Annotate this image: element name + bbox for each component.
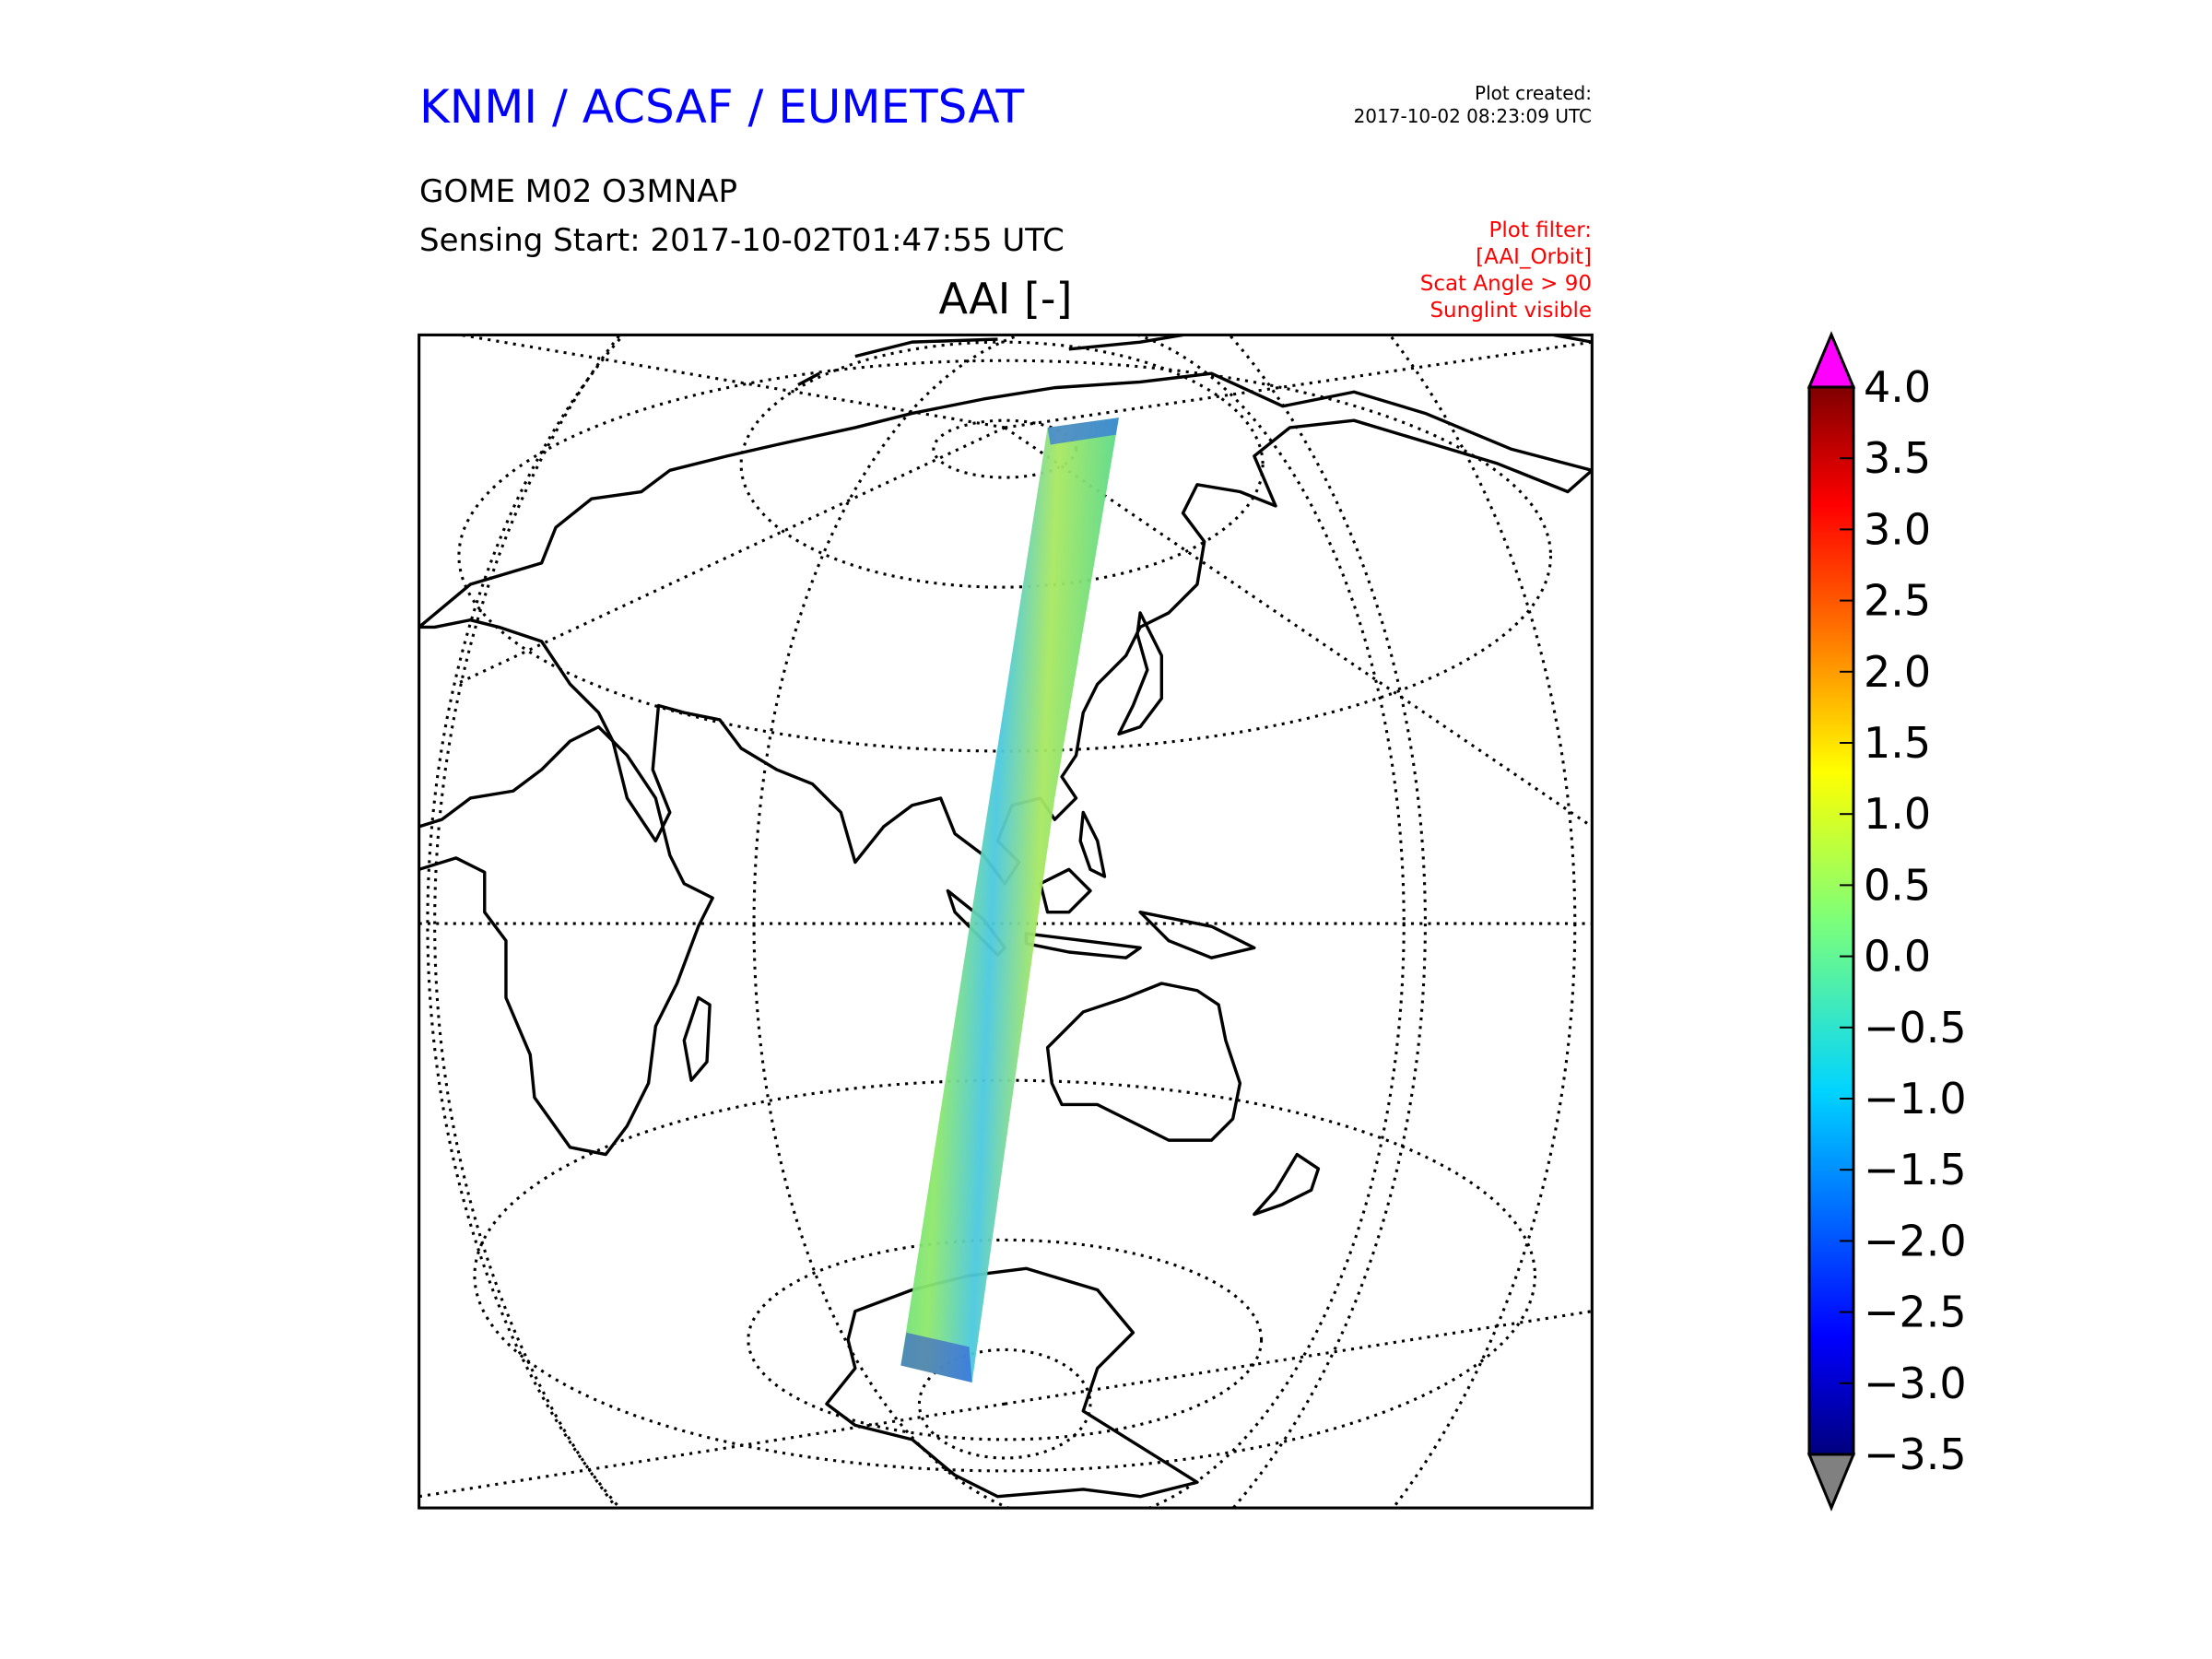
colorbar-tick-label: 1.0 [1864, 789, 1931, 839]
coastline-arctic [797, 335, 1593, 387]
colorbar: 4.0 3.5 3.0 2.5 2.0 1.5 1.0 0.5 0.0 −0.5 −1.0 −1.5 −… [1806, 331, 1967, 1512]
filter-line: [AAI_Orbit] [1476, 245, 1592, 269]
coastline-japan [1117, 611, 1164, 736]
colorbar-tick-label: −1.0 [1864, 1074, 1967, 1124]
plot-created-time: 2017-10-02 08:23:09 UTC [1354, 105, 1592, 127]
filter-line: Sunglint visible [1430, 299, 1592, 323]
coastlines [418, 335, 1593, 1499]
sensing-start: Sensing Start: 2017-10-02T01:47:55 UTC [419, 222, 1065, 259]
filter-line: Scat Angle > 90 [1420, 272, 1592, 296]
organisation-title: KNMI / ACSAF / EUMETSAT [419, 80, 1025, 134]
colorbar-tick-label: −1.5 [1864, 1145, 1967, 1194]
plot-created-label: Plot created: [1475, 82, 1592, 104]
colorbar-tick-label: −0.5 [1864, 1003, 1967, 1053]
colorbar-tick-label: 2.0 [1864, 647, 1931, 697]
colorbar-tick-label: 3.5 [1864, 433, 1931, 483]
colorbar-ticks: 4.0 3.5 3.0 2.5 2.0 1.5 1.0 0.5 0.0 −0.5 −1.0 −1.5 −… [1840, 362, 1967, 1479]
coastline-africa [418, 724, 714, 1157]
coastline-new-zealand [1253, 1152, 1321, 1217]
colorbar-tick-label: 4.0 [1864, 362, 1931, 412]
satellite-swath [900, 418, 1119, 1383]
map-frame [418, 333, 1594, 1510]
coastline-antarctica [825, 1266, 1199, 1499]
colorbar-tick-label: −2.0 [1864, 1216, 1967, 1265]
filter-line: Plot filter: [1488, 218, 1592, 242]
colorbar-tick-label: −3.5 [1864, 1430, 1967, 1479]
coastline-eurasia [418, 371, 1593, 886]
colorbar-over-triangle [1806, 331, 1856, 389]
colorbar-gradient [1807, 385, 1855, 1456]
map-area [418, 335, 1593, 1509]
graticule [418, 335, 1593, 1509]
plot-filter: Plot filter: [AAI_Orbit] Scat Angle > 90… [1420, 218, 1592, 323]
coastline-philippines [1078, 810, 1107, 878]
colorbar-under-triangle [1806, 1453, 1856, 1512]
coastline-madagascar [682, 995, 712, 1082]
colorbar-tick-label: 2.5 [1864, 576, 1931, 626]
coastline-australia [1045, 982, 1242, 1142]
swath-low-values [1047, 418, 1119, 445]
colorbar-tick-label: −3.0 [1864, 1359, 1967, 1408]
colorbar-tick-label: 3.0 [1864, 504, 1931, 554]
swath-low-values [900, 1332, 972, 1383]
product-name: GOME M02 O3MNAP [419, 173, 737, 210]
colorbar-tick-label: 0.5 [1864, 860, 1931, 910]
colorbar-tick-label: 1.5 [1864, 718, 1931, 768]
colorbar-tick-label: −2.5 [1864, 1288, 1967, 1337]
map-title: AAI [-] [939, 274, 1073, 324]
colorbar-tick-label: 0.0 [1864, 932, 1931, 982]
